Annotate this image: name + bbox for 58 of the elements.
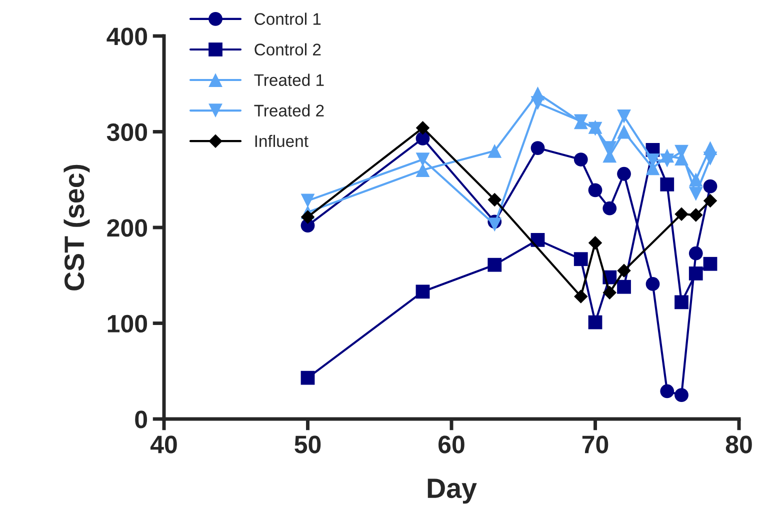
- y-tick-label: 300: [106, 123, 148, 142]
- point: [530, 141, 545, 155]
- point: [689, 208, 703, 222]
- point: [488, 192, 502, 207]
- y-tick-label: 0: [135, 410, 148, 428]
- y-tick-label: 100: [108, 314, 148, 333]
- point: [588, 315, 602, 330]
- point: [617, 264, 631, 278]
- legend-label: Influent: [255, 134, 308, 148]
- point: [660, 384, 674, 398]
- y-tick-label: 200: [107, 219, 148, 237]
- point: [602, 286, 616, 300]
- y-axis-title: CST (sec): [64, 164, 90, 290]
- point: [488, 218, 502, 232]
- x-tick-label: 60: [438, 436, 464, 454]
- point: [688, 246, 703, 260]
- point: [703, 256, 718, 271]
- point: [588, 236, 602, 250]
- legend-label: Control 2: [254, 43, 321, 56]
- point: [617, 124, 631, 139]
- point: [574, 252, 588, 266]
- point: [300, 194, 315, 208]
- point: [674, 207, 688, 221]
- point: [660, 177, 674, 192]
- point: [300, 370, 315, 385]
- point: [703, 152, 718, 166]
- x-tick-label: 70: [582, 436, 608, 454]
- point: [588, 183, 602, 198]
- point: [674, 388, 688, 402]
- point: [674, 295, 688, 310]
- point: [300, 210, 315, 224]
- point: [416, 284, 430, 299]
- point: [617, 166, 631, 181]
- point: [688, 187, 703, 201]
- point: [617, 280, 631, 294]
- point: [660, 154, 674, 168]
- point: [703, 179, 718, 194]
- x-tick-label: 50: [294, 436, 321, 454]
- point: [688, 266, 703, 280]
- y-tick-label: 400: [106, 28, 148, 46]
- point: [574, 152, 588, 166]
- point: [617, 109, 631, 124]
- point: [530, 96, 545, 110]
- point: [488, 258, 502, 272]
- point: [416, 163, 430, 177]
- point: [646, 277, 660, 291]
- x-tick-label: 40: [150, 436, 177, 454]
- legend-label: Control 1: [254, 12, 321, 25]
- x-axis-title: Day: [428, 478, 477, 504]
- point: [602, 201, 617, 216]
- point: [574, 290, 588, 304]
- x-tick-label: 80: [726, 436, 752, 454]
- point: [416, 152, 430, 166]
- point: [416, 121, 430, 135]
- point: [703, 194, 718, 208]
- legend-label: Treated 2: [254, 104, 324, 117]
- point: [488, 144, 502, 158]
- legend-label: Treated 1: [254, 74, 324, 86]
